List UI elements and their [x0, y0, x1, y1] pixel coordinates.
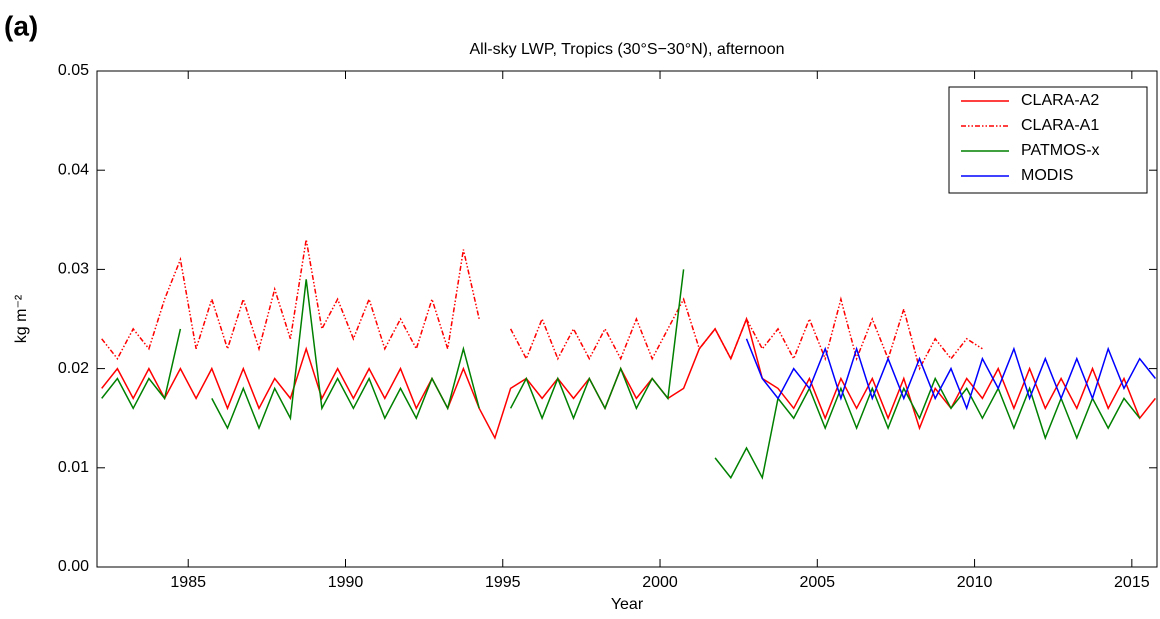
x-tick-label: 2000	[642, 574, 678, 591]
panel-label: (a)	[4, 10, 38, 41]
x-tick-label: 1995	[485, 574, 521, 591]
y-tick-label: 0.02	[58, 360, 89, 377]
series-line	[101, 316, 1156, 440]
x-axis-label: Year	[611, 596, 644, 613]
x-tick-label: 2005	[799, 574, 835, 591]
x-tick-label: 1985	[170, 574, 206, 591]
x-tick-label: 2015	[1114, 574, 1150, 591]
legend-label: PATMOS-x	[1021, 142, 1100, 159]
y-tick-label: 0.04	[58, 161, 89, 178]
plot-frame	[96, 70, 1158, 568]
series-line	[745, 338, 1156, 411]
y-tick-label: 0.03	[58, 261, 89, 278]
legend-label: CLARA-A1	[1021, 117, 1099, 134]
y-tick-label: 0.05	[58, 62, 89, 79]
y-tick-label: 0.00	[58, 558, 89, 575]
series-line	[101, 269, 1141, 480]
y-axis-label: kg m⁻²	[13, 294, 30, 343]
x-tick-label: 1990	[328, 574, 364, 591]
series-line	[101, 239, 983, 371]
y-tick-label: 0.01	[58, 459, 89, 476]
chart-title: All-sky LWP, Tropics (30°S−30°N), aftern…	[470, 41, 785, 58]
x-tick-label: 2010	[957, 574, 993, 591]
legend-label: MODIS	[1021, 167, 1073, 184]
legend-label: CLARA-A2	[1021, 92, 1099, 109]
